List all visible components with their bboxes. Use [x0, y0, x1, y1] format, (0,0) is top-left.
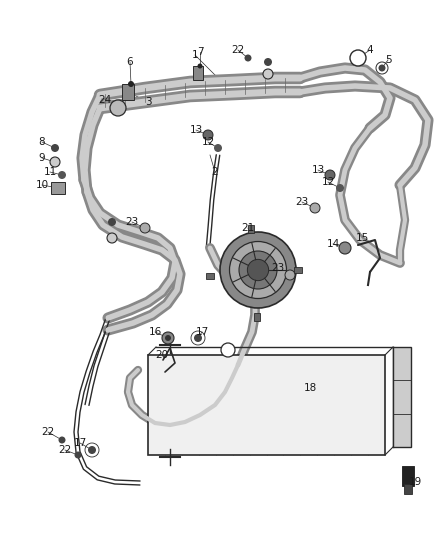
- Circle shape: [88, 446, 96, 454]
- Circle shape: [310, 203, 320, 213]
- Text: 13: 13: [311, 165, 325, 175]
- Circle shape: [50, 157, 60, 167]
- Bar: [402, 466, 414, 486]
- Text: 4: 4: [367, 45, 373, 55]
- Bar: [206, 273, 214, 279]
- Text: 11: 11: [43, 167, 57, 177]
- Bar: [404, 484, 412, 494]
- Text: 2: 2: [212, 167, 218, 177]
- Text: 14: 14: [326, 239, 339, 249]
- Circle shape: [239, 251, 277, 289]
- Bar: [122, 84, 134, 100]
- Bar: [148, 355, 385, 455]
- Bar: [294, 267, 302, 273]
- Circle shape: [107, 233, 117, 243]
- Text: 18: 18: [304, 383, 317, 393]
- Text: 17: 17: [74, 438, 87, 448]
- Circle shape: [378, 64, 385, 71]
- Circle shape: [263, 69, 273, 79]
- Circle shape: [214, 144, 222, 152]
- Bar: [193, 66, 203, 80]
- Circle shape: [203, 130, 213, 140]
- Text: 12: 12: [201, 137, 215, 147]
- Circle shape: [59, 437, 66, 443]
- Text: 19: 19: [408, 477, 422, 487]
- Text: 22: 22: [231, 45, 245, 55]
- Text: 23: 23: [272, 263, 285, 273]
- Text: 22: 22: [41, 427, 55, 437]
- Circle shape: [162, 332, 174, 344]
- Text: 13: 13: [189, 125, 203, 135]
- Circle shape: [51, 144, 59, 152]
- Bar: [51, 182, 65, 194]
- Circle shape: [198, 63, 202, 69]
- Circle shape: [74, 451, 81, 458]
- Circle shape: [128, 81, 134, 87]
- Text: 10: 10: [35, 180, 49, 190]
- Bar: [248, 225, 254, 233]
- Bar: [393, 347, 411, 447]
- Text: 23: 23: [295, 197, 309, 207]
- Text: 5: 5: [385, 55, 391, 65]
- Text: 24: 24: [99, 95, 112, 105]
- Circle shape: [108, 218, 116, 226]
- Circle shape: [165, 335, 171, 341]
- Bar: [254, 313, 260, 321]
- Circle shape: [285, 270, 295, 280]
- Circle shape: [110, 100, 126, 116]
- Text: 3: 3: [145, 97, 151, 107]
- Text: 20: 20: [155, 350, 169, 360]
- Circle shape: [247, 260, 268, 281]
- Circle shape: [264, 58, 272, 66]
- Circle shape: [221, 343, 235, 357]
- Circle shape: [325, 170, 335, 180]
- Text: 21: 21: [241, 223, 254, 233]
- Circle shape: [339, 242, 351, 254]
- Circle shape: [194, 334, 202, 342]
- Circle shape: [140, 223, 150, 233]
- Text: 15: 15: [355, 233, 369, 243]
- Circle shape: [336, 184, 344, 192]
- Circle shape: [220, 232, 296, 308]
- Text: 22: 22: [58, 445, 72, 455]
- Text: 23: 23: [125, 217, 138, 227]
- Text: 16: 16: [148, 327, 162, 337]
- Text: 12: 12: [321, 177, 335, 187]
- Text: 17: 17: [195, 327, 208, 337]
- Text: 1: 1: [192, 50, 198, 60]
- Text: 7: 7: [197, 47, 203, 57]
- Text: 6: 6: [127, 57, 133, 67]
- Text: 9: 9: [39, 153, 45, 163]
- Text: 8: 8: [39, 137, 45, 147]
- Circle shape: [350, 50, 366, 66]
- Circle shape: [244, 54, 251, 61]
- Circle shape: [230, 241, 286, 298]
- Circle shape: [58, 171, 66, 179]
